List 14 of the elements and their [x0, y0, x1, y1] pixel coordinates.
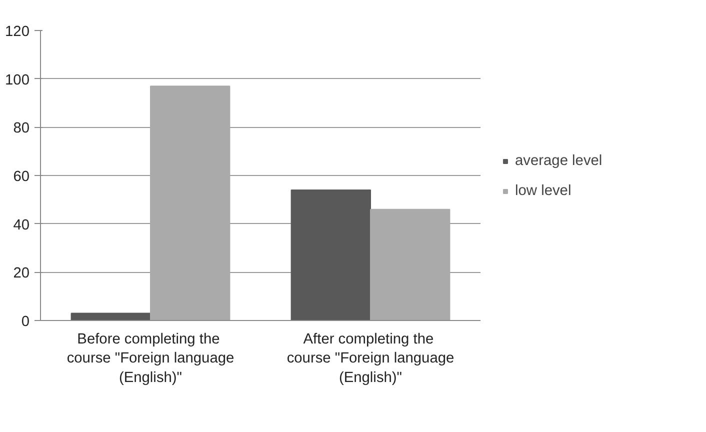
bar	[150, 86, 230, 320]
y-tick-label: 100	[5, 72, 30, 88]
y-tick-label: 20	[13, 266, 30, 282]
y-tick-label: 0	[21, 314, 30, 330]
y-tick-label: 80	[13, 120, 30, 137]
x-tick-label: After completing the course "Foreign language (English)"	[286, 332, 454, 386]
y-tick-label: 120	[5, 24, 30, 40]
bar	[290, 190, 371, 320]
x-tick-label: Before completing the course "Foreign language (English)"	[66, 332, 234, 386]
legend-label: average level	[515, 153, 602, 169]
y-tick-label: 60	[13, 169, 30, 185]
y-tick-label: 40	[13, 217, 30, 234]
bar	[370, 208, 450, 320]
legend-label: low level	[515, 183, 572, 199]
